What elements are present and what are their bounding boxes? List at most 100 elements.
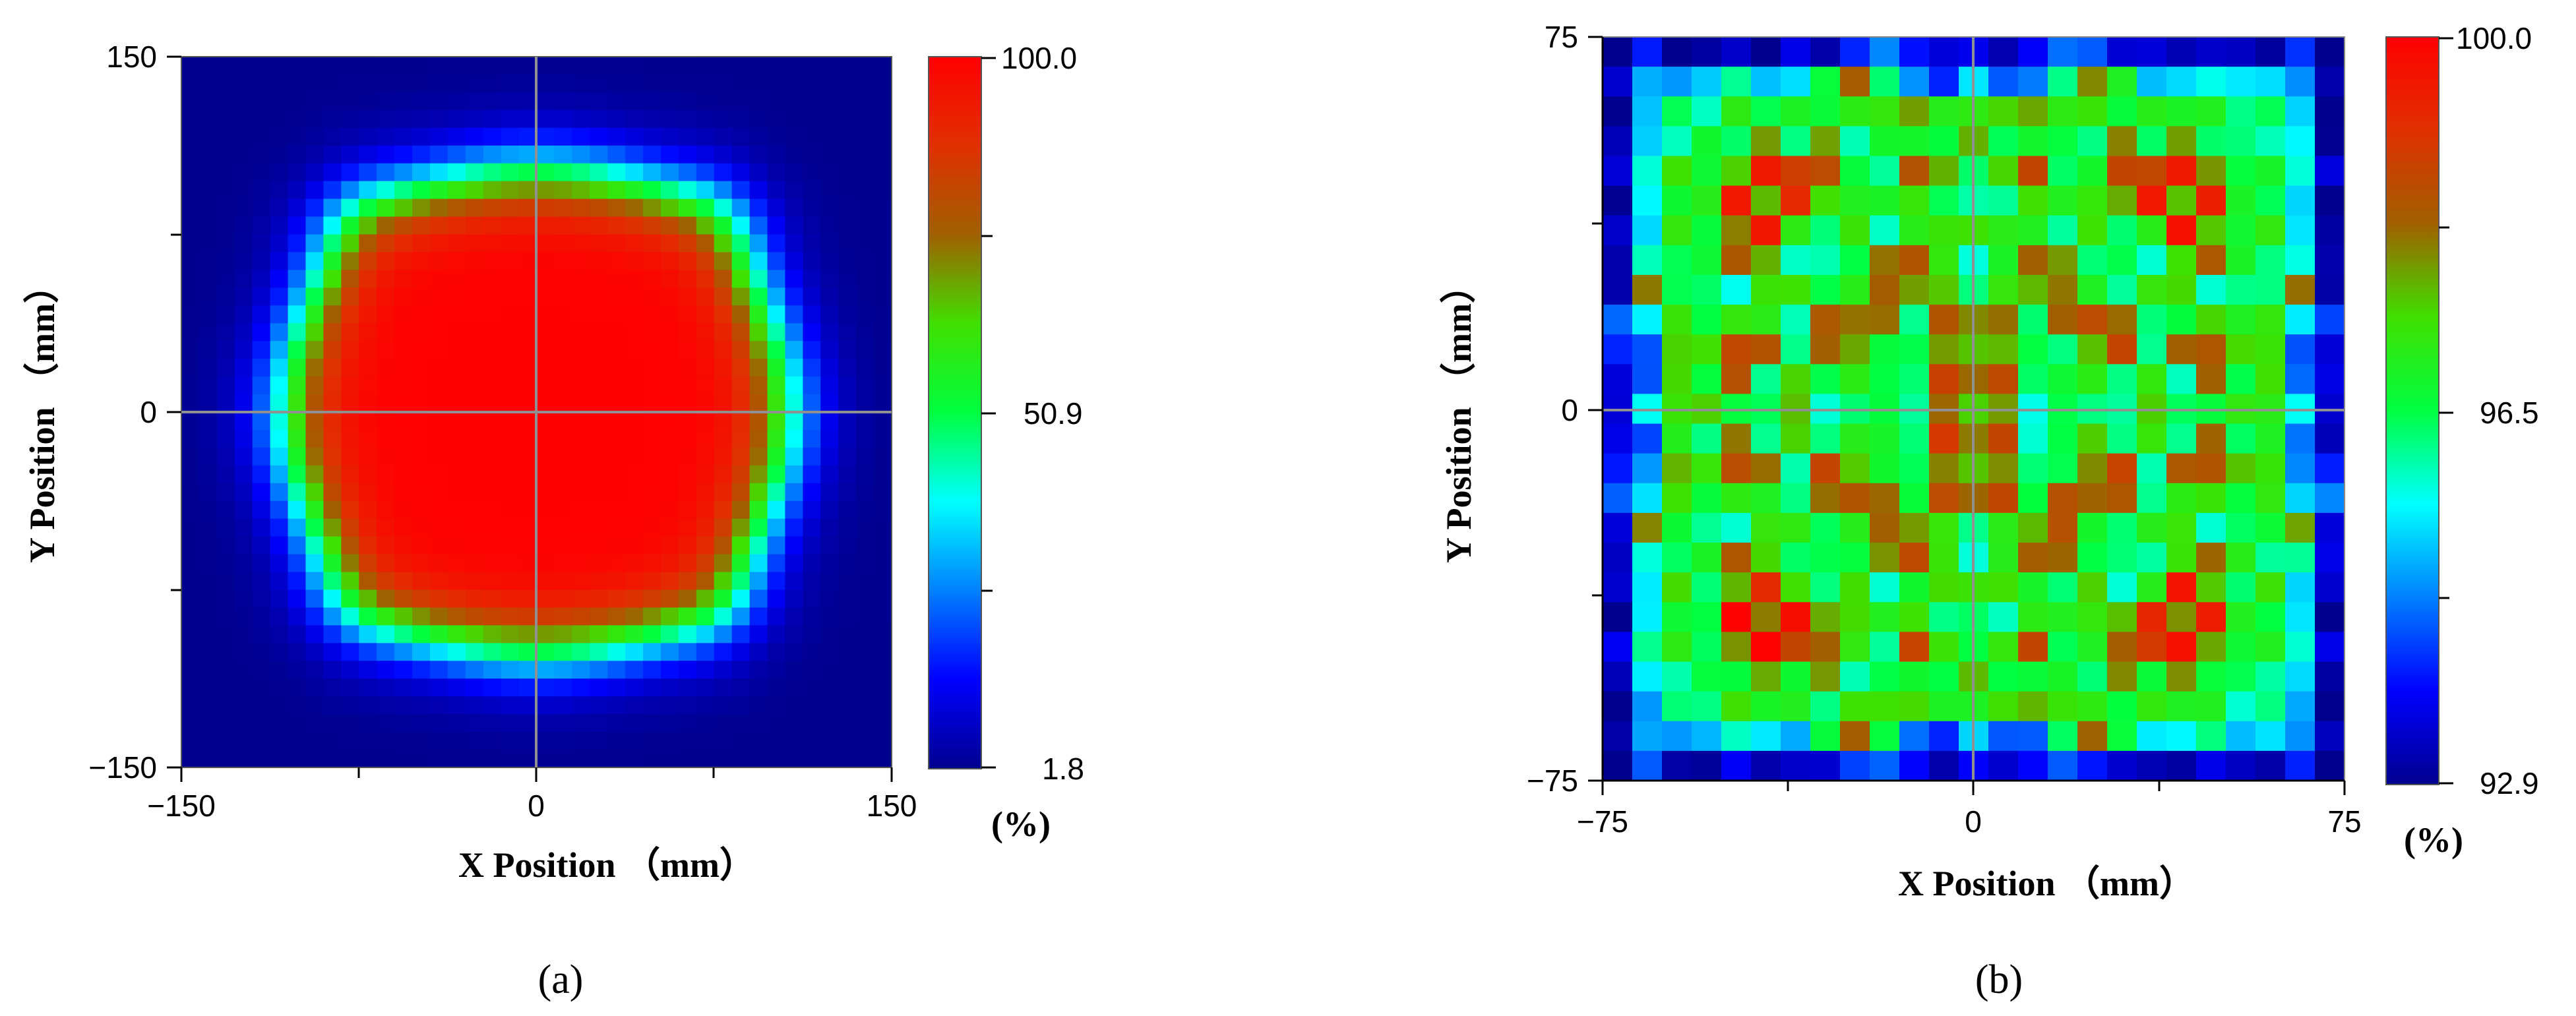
heatmap-b-cell: [1603, 305, 1633, 335]
heatmap-b-cell: [1899, 632, 1930, 663]
heatmap-b-cell: [2166, 602, 2197, 632]
heatmap-a-cell: [838, 109, 857, 129]
heatmap-a-cell: [518, 536, 537, 555]
heatmap-b-cell: [2196, 364, 2226, 395]
heatmap-b-cell: [2226, 512, 2256, 543]
heatmap-a-cell: [838, 500, 857, 520]
heatmap-a-cell: [714, 500, 733, 520]
heatmap-a-cell: [181, 465, 200, 484]
heatmap-a-cell: [874, 607, 892, 626]
heatmap-a-cell: [501, 341, 520, 359]
heatmap-b-cell: [1988, 572, 2019, 603]
heatmap-a-cell: [199, 234, 218, 253]
heatmap-a-cell: [643, 696, 661, 715]
heatmap-b-cell: [2107, 274, 2137, 305]
heatmap-a-cell: [483, 518, 502, 537]
heatmap-a-cell: [483, 198, 502, 218]
heatmap-a-cell: [625, 376, 644, 395]
heatmap-a-cell: [252, 234, 271, 253]
heatmap-a-cell: [288, 74, 307, 93]
heatmap-a-cell: [660, 518, 679, 537]
heatmap-a-cell: [288, 661, 307, 679]
heatmap-a-cell: [377, 572, 395, 591]
heatmap-a-cell: [731, 163, 751, 182]
heatmap-a-cell: [447, 359, 466, 377]
heatmap-a-cell: [252, 696, 271, 715]
heatmap-a-cell: [501, 572, 520, 591]
y-axis-title-a: Y Position （mm）: [22, 268, 62, 563]
heatmap-a-cell: [820, 607, 839, 626]
heatmap-b-cell: [1899, 483, 1930, 514]
heatmap-a-cell: [429, 323, 448, 342]
heatmap-a-cell: [554, 589, 572, 609]
heatmap-a-cell: [359, 589, 377, 609]
heatmap-a-cell: [252, 732, 271, 750]
heatmap-a-cell: [270, 518, 289, 537]
heatmap-a-cell: [785, 181, 803, 200]
heatmap-a-cell: [518, 625, 537, 643]
heatmap-a-cell: [874, 216, 892, 235]
heatmap-a-cell: [429, 750, 448, 768]
heatmap-a-cell: [394, 376, 413, 395]
heatmap-a-cell: [234, 429, 253, 448]
x-axis-ticks-a: [180, 767, 893, 782]
heatmap-b-cell: [2107, 721, 2137, 752]
x-tick-label-a-mid: 0: [528, 789, 545, 823]
heatmap-a-cell: [731, 661, 751, 679]
heatmap-a-cell: [447, 270, 466, 288]
heatmap-a-cell: [234, 234, 253, 253]
heatmap-b-cell: [2226, 423, 2256, 454]
heatmap-b-cell: [1810, 572, 1841, 603]
heatmap-a-cell: [270, 287, 289, 306]
heatmap-a-cell: [678, 198, 697, 218]
heatmap-a-cell: [305, 554, 324, 573]
heatmap-a-cell: [714, 750, 733, 768]
heatmap-a-cell: [216, 145, 235, 164]
heatmap-b-cell: [2196, 483, 2226, 514]
heatmap-a-cell: [234, 500, 253, 520]
heatmap-a-cell: [678, 412, 697, 431]
heatmap-a-cell: [554, 412, 572, 431]
heatmap-b-cell: [1662, 750, 1692, 781]
heatmap-b-cell: [1988, 305, 2019, 335]
colorbar-a-label-min: 1.8: [1042, 752, 1084, 786]
heatmap-a-cell: [501, 518, 520, 537]
heatmap-b-cell: [2048, 245, 2078, 276]
heatmap-a-cell: [323, 696, 342, 715]
heatmap-a-cell: [483, 181, 502, 200]
heatmap-a-cell: [820, 500, 839, 520]
heatmap-a-cell: [216, 181, 235, 200]
heatmap-a-cell: [731, 714, 751, 732]
heatmap-a-cell: [572, 483, 590, 502]
heatmap-b-cell: [2196, 602, 2226, 632]
heatmap-a-cell: [341, 536, 359, 555]
heatmap-a-cell: [660, 589, 679, 609]
heatmap-a-cell: [536, 92, 555, 111]
heatmap-a-cell: [856, 74, 874, 93]
heatmap-a-cell: [394, 429, 413, 448]
heatmap-b-cell: [1870, 691, 1900, 722]
x-tick-label-a-min: −150: [147, 789, 216, 823]
heatmap-a-cell: [838, 216, 857, 235]
heatmap-b-cell: [1751, 215, 1781, 246]
heatmap-b-cell: [2166, 334, 2197, 365]
heatmap-a-cell: [643, 500, 661, 520]
heatmap-a-cell: [305, 394, 324, 413]
heatmap-a-cell: [465, 359, 484, 377]
heatmap-a-cell: [199, 589, 218, 609]
heatmap-a-cell: [359, 554, 377, 573]
heatmap-a-cell: [447, 74, 466, 93]
heatmap-b-cell: [1781, 126, 1811, 157]
heatmap-a-cell: [767, 305, 786, 324]
heatmap-a-cell: [660, 554, 679, 573]
heatmap-a-cell: [483, 57, 502, 75]
heatmap-b-cell: [2285, 67, 2315, 97]
heatmap-a-cell: [803, 216, 821, 235]
heatmap-b-cell: [2226, 661, 2256, 692]
heatmap-a-cell: [803, 376, 821, 395]
heatmap-b-cell: [2196, 632, 2226, 663]
heatmap-a-cell: [874, 145, 892, 164]
heatmap-a-cell: [820, 234, 839, 253]
heatmap-a-cell: [394, 270, 413, 288]
heatmap-a-cell: [323, 109, 342, 129]
